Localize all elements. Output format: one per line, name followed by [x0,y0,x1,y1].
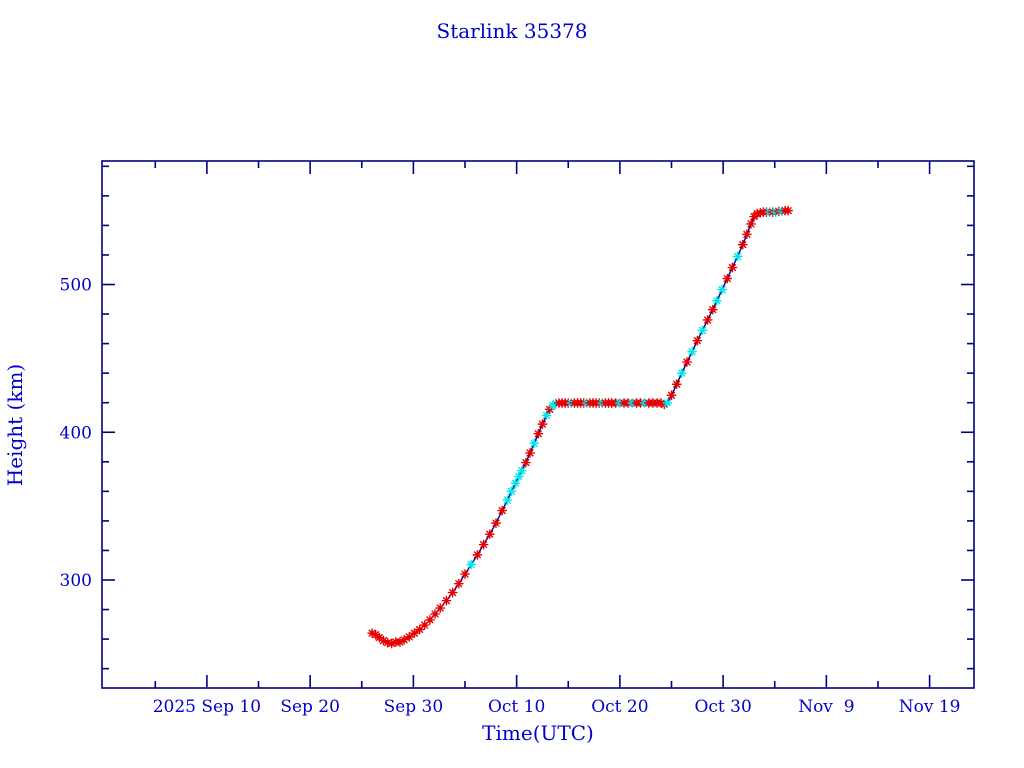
data-point-marker [478,539,489,550]
data-point-marker [491,518,501,529]
data-point-marker [682,357,692,367]
data-point-marker [367,628,377,639]
data-point-marker [783,205,794,216]
data-point-marker [497,505,508,516]
x-tick-label: Nov 19 [899,697,961,717]
data-point-marker [386,638,397,649]
data-point-marker [404,631,415,642]
data-point-marker [544,404,555,415]
data-point-marker [395,637,405,647]
x-tick-label: Nov 9 [798,697,854,717]
data-point-marker [666,390,677,401]
data-point-marker [425,614,435,625]
data-point-marker [430,609,440,619]
data-point-marker [441,595,452,606]
data-point-marker [521,457,531,468]
data-point-marker [687,346,698,357]
data-point-marker [777,206,787,217]
height-line [371,209,789,645]
data-point-marker [453,578,464,589]
data-point-marker [676,368,687,379]
tick-labels: 2025 Sep 10 Sep 20 Sep 30 Oct 10 Oct 20 Oct 3… [60,276,961,717]
x-tick-label: Sep 20 [280,697,340,717]
data-series [367,205,794,649]
data-point-marker [697,325,708,336]
x-tick-label: 2025 Sep 10 [153,697,261,717]
data-point-marker [502,495,513,506]
data-point-marker [370,629,381,640]
data-point-marker [741,229,752,240]
y-tick-label: 300 [60,571,92,591]
y-tick-label: 400 [60,423,92,443]
data-point-marker [727,262,738,273]
data-point-marker [752,208,763,219]
data-point-marker [692,335,703,346]
data-point-marker [525,448,535,458]
data-point-marker [671,379,682,390]
data-point-marker [513,471,524,482]
x-axis-label: Time(UTC) [482,721,594,745]
data-point-marker [702,315,713,325]
x-tick-label: Sep 30 [384,697,444,717]
data-point-marker [516,465,527,476]
data-point-marker [746,219,756,229]
data-point-marker [737,239,748,250]
data-point-marker [770,207,781,218]
data-point-marker [537,419,548,430]
data-point-marker [656,398,667,408]
x-tick-label: Oct 20 [591,697,648,717]
data-point-marker [484,529,495,540]
data-point-marker [382,637,393,648]
data-point-marker [409,628,420,639]
data-point-marker [399,634,409,645]
x-tick-label: Oct 30 [694,697,751,717]
data-point-marker [506,486,517,497]
data-point-marker [722,273,733,284]
data-point-marker [533,428,544,439]
data-point-marker [419,620,430,630]
data-point-marker [712,295,722,306]
data-point-marker [460,569,470,579]
plot-frame-rect [101,160,975,689]
y-tick-label: 500 [60,276,92,296]
data-point-marker [435,603,446,613]
data-point-marker [707,304,718,315]
data-point-marker [510,478,521,489]
data-point-marker [378,635,389,646]
data-point-marker [541,410,552,421]
data-point-marker [529,438,540,449]
x-tick-label: Oct 10 [488,697,545,717]
data-point-marker [466,559,477,570]
data-point-marker [659,399,670,410]
axis-ticks [102,161,974,688]
plot-frame [101,160,975,689]
data-point-marker [732,251,743,262]
chart-title: Starlink 35378 [437,19,588,43]
data-point-marker [374,632,385,643]
data-point-marker [717,284,727,295]
data-point-marker [472,549,483,560]
y-axis-label: Height (km) [3,364,27,486]
data-point-marker [447,587,458,598]
data-point-marker [662,398,673,408]
data-point-marker [414,624,425,635]
data-point-marker [755,207,766,218]
